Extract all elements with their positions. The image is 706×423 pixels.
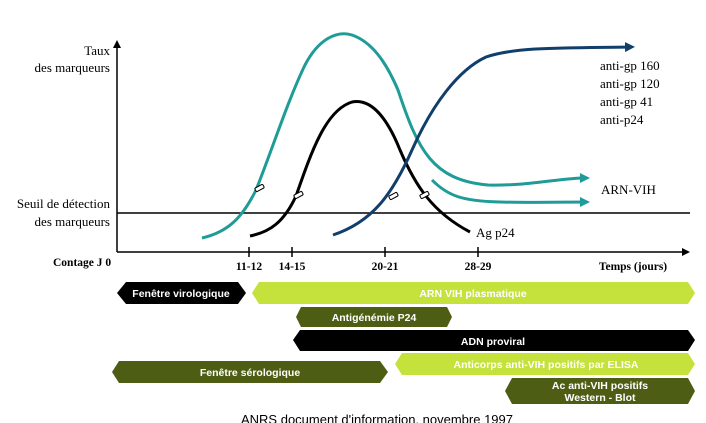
band-western-blot [505, 378, 695, 404]
band-arn-vih-plasmatique [252, 282, 695, 304]
band-fenetre-serologique [112, 361, 388, 383]
antibody-label: anti-gp 120 [600, 76, 660, 91]
x-tick-label: 20-21 [372, 261, 399, 273]
x-tick-label: 11-12 [236, 261, 262, 273]
x-tick-label: 28-29 [465, 261, 492, 273]
threshold-label-line1: Seuil de détection [17, 196, 111, 211]
arn-vih-label: ARN-VIH [601, 182, 656, 197]
threshold-crossing-marker [293, 190, 304, 200]
band-label: Anticorps anti-VIH positifs par ELISA [454, 359, 639, 371]
threshold-crossing-marker [254, 183, 265, 193]
x-tick-label: 14-15 [279, 261, 306, 273]
band-label: Western - Blot [565, 392, 636, 404]
band-anticorps-elisa [395, 353, 695, 375]
x-unit-label: Temps (jours) [599, 261, 667, 273]
band-fenetre-virologique [117, 282, 246, 304]
threshold-label-line2: des marqueurs [35, 214, 110, 229]
y-axis-label-line2: des marqueurs [35, 60, 110, 75]
y-axis-label-line1: Taux [84, 43, 110, 58]
band-antigenemie-p24 [296, 307, 452, 327]
band-label: Fenêtre sérologique [200, 367, 301, 379]
antibody-label: anti-p24 [600, 112, 644, 127]
band-label: ARN VIH plasmatique [419, 288, 527, 300]
band-label: Antigénémie P24 [332, 312, 417, 324]
threshold-crossing-marker [388, 191, 399, 201]
antibody-label: anti-gp 160 [600, 58, 660, 73]
arn-vih-curve-branch [430, 178, 590, 208]
threshold-crossing-marker [419, 190, 430, 200]
ag-p24-label: Ag p24 [476, 225, 515, 240]
band-label: Fenêtre virologique [132, 288, 230, 300]
band-label: Ac anti-VIH positifs [552, 380, 648, 392]
source-caption: ANRS document d'information, novembre 19… [241, 412, 513, 423]
ag-p24-curve [249, 100, 471, 238]
antibody-curve [332, 42, 635, 237]
band-label: ADN proviral [461, 336, 525, 348]
x-origin-label: Contage J 0 [53, 257, 111, 269]
band-adn-proviral [293, 330, 695, 351]
antibody-label: anti-gp 41 [600, 94, 653, 109]
